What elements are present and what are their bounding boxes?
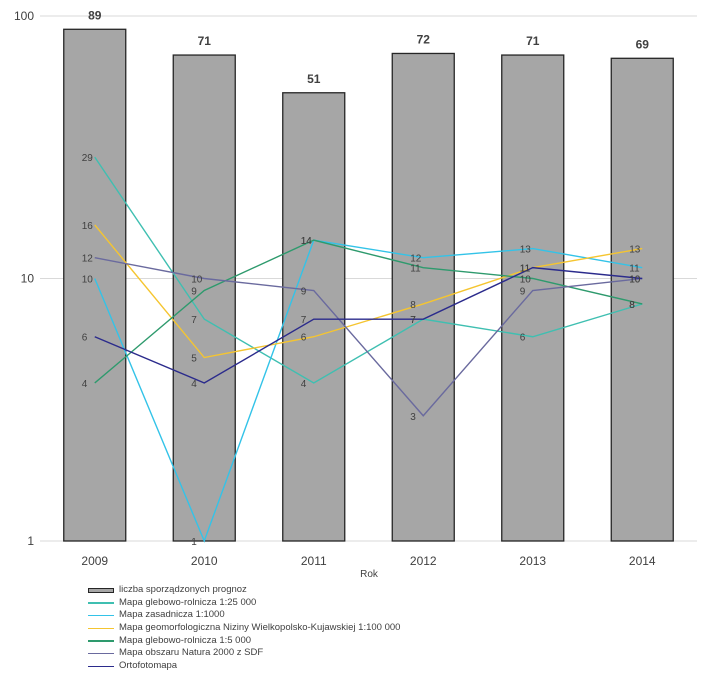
point-label: 6: [301, 333, 307, 344]
point-label: 7: [410, 315, 416, 326]
point-labels: 2974768101141213111656811134914111081210…: [82, 153, 641, 548]
legend-label: Mapa zasadnicza 1:1000: [119, 609, 225, 621]
x-tick-label: 2009: [81, 554, 108, 568]
x-tick-label: 2012: [410, 554, 437, 568]
series-line: [94, 224, 643, 359]
point-label: 1: [191, 537, 197, 548]
y-tick-label: 100: [14, 9, 34, 23]
bar-value-label: 51: [307, 72, 321, 86]
point-label: 7: [191, 315, 197, 326]
point-label: 9: [301, 287, 307, 298]
point-label: 10: [629, 275, 641, 286]
legend-label: Mapa glebowo-rolnicza 1:5 000: [119, 634, 252, 646]
point-label: 8: [410, 300, 416, 311]
point-label: 10: [520, 275, 532, 286]
bar-value-label: 69: [636, 37, 650, 51]
x-tick-label: 2014: [629, 554, 656, 568]
bar-labels: 89 71 51 72 71 69: [88, 8, 649, 85]
bar: [172, 54, 236, 542]
legend-label: liczba sporządzonych prognoz: [119, 584, 247, 595]
x-tick-label: 2011: [301, 554, 327, 568]
point-label: 9: [191, 287, 197, 298]
x-axis-ticks: 2009 2010 2011 2012 2013 2014: [81, 554, 656, 568]
legend: liczba sporządzonych prognoz Mapa glebowo…: [88, 584, 400, 673]
legend-label: Mapa geomorfologiczna Niziny Wielkopolsk…: [119, 622, 401, 634]
point-label: 13: [629, 245, 641, 256]
y-tick-label: 10: [21, 272, 35, 286]
point-label: 8: [629, 300, 635, 311]
point-label: 29: [82, 153, 94, 164]
point-label: 6: [520, 333, 526, 344]
bar: [610, 57, 674, 542]
legend-swatch: [88, 640, 114, 642]
legend-swatch: [88, 587, 114, 593]
legend-item: liczba sporządzonych prognoz: [88, 584, 400, 597]
point-label: 3: [410, 412, 416, 423]
legend-item: Ortofotomapa: [88, 660, 400, 673]
point-label: 13: [520, 245, 532, 256]
point-label: 12: [410, 254, 422, 265]
legend-item: Mapa zasadnicza 1:1000: [88, 609, 400, 622]
bar: [282, 92, 346, 542]
y-axis-ticks: 1 10 100: [14, 9, 34, 548]
point-label: 7: [410, 315, 416, 326]
point-label: 14: [301, 236, 313, 247]
point-label: 8: [629, 300, 635, 311]
legend-item: Mapa glebowo-rolnicza 1:25 000: [88, 597, 400, 610]
point-label: 4: [301, 379, 307, 390]
legend-item: Mapa geomorfologiczna Niziny Wielkopolsk…: [88, 622, 400, 635]
legend-swatch: [88, 665, 114, 668]
point-label: 11: [520, 264, 531, 275]
point-label: 9: [520, 287, 526, 298]
point-label: 7: [301, 315, 307, 326]
bar-value-label: 71: [198, 34, 212, 48]
point-label: 11: [410, 264, 421, 275]
point-label: 10: [82, 275, 94, 286]
bar: [501, 54, 565, 542]
point-label: 5: [191, 354, 197, 365]
point-label: 10: [629, 275, 641, 286]
point-label: 10: [191, 275, 203, 286]
point-label: 12: [82, 254, 94, 265]
bars: [63, 28, 674, 542]
series-line: [94, 266, 643, 384]
bar-value-label: 72: [417, 32, 431, 46]
series-line: [94, 239, 643, 384]
series-line: [94, 257, 643, 417]
point-label: 16: [82, 221, 94, 232]
x-tick-label: 2013: [519, 554, 546, 568]
point-label: 14: [301, 236, 313, 247]
legend-swatch: [88, 653, 114, 655]
point-label: 4: [191, 379, 197, 390]
legend-swatch: [88, 615, 114, 617]
y-tick-label: 1: [27, 534, 34, 548]
legend-swatch: [88, 627, 114, 630]
bar: [63, 28, 127, 542]
legend-label: Mapa glebowo-rolnicza 1:25 000: [119, 596, 257, 608]
legend-swatch: [88, 602, 114, 604]
series-lines: [94, 156, 643, 543]
series-line: [94, 156, 643, 384]
gridlines: [40, 15, 697, 542]
x-tick-label: 2010: [191, 554, 218, 568]
legend-item: Mapa glebowo-rolnicza 1:5 000: [88, 635, 400, 648]
point-label: 6: [82, 333, 88, 344]
point-label: 11: [629, 264, 640, 275]
bar-value-label: 89: [88, 8, 102, 22]
bar-value-label: 71: [526, 34, 540, 48]
legend-label: Ortofotomapa: [119, 660, 178, 672]
point-label: 4: [82, 379, 88, 390]
series-line: [94, 239, 643, 543]
legend-item: Mapa obszaru Natura 2000 z SDF: [88, 647, 400, 660]
legend-label: Mapa obszaru Natura 2000 z SDF: [119, 647, 264, 659]
point-label: 11: [520, 264, 531, 275]
x-axis-title: Rok: [360, 569, 379, 580]
